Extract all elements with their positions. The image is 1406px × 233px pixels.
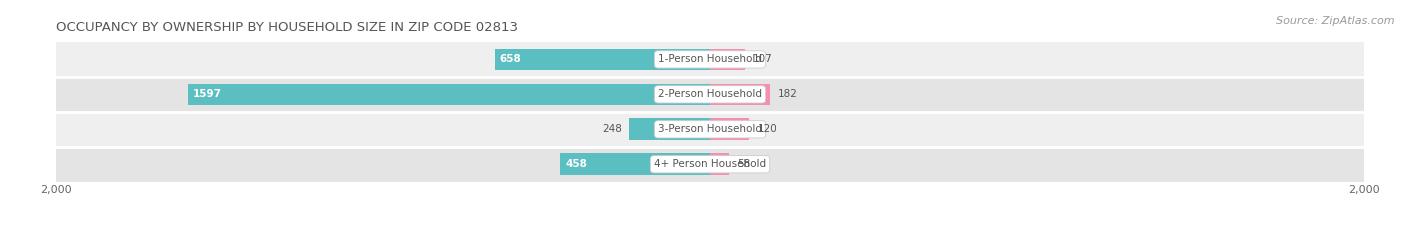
Text: 120: 120 — [758, 124, 778, 134]
Bar — [710, 118, 749, 140]
Bar — [56, 147, 1364, 182]
Bar — [495, 49, 710, 70]
Text: 458: 458 — [565, 159, 588, 169]
Bar — [56, 112, 1364, 147]
Text: 4+ Person Household: 4+ Person Household — [654, 159, 766, 169]
Text: 248: 248 — [603, 124, 623, 134]
Text: OCCUPANCY BY OWNERSHIP BY HOUSEHOLD SIZE IN ZIP CODE 02813: OCCUPANCY BY OWNERSHIP BY HOUSEHOLD SIZE… — [56, 21, 519, 34]
Text: 58: 58 — [737, 159, 751, 169]
Bar — [56, 42, 1364, 77]
Bar — [56, 77, 1364, 112]
Text: 3-Person Household: 3-Person Household — [658, 124, 762, 134]
Bar — [561, 153, 710, 175]
Text: 1597: 1597 — [193, 89, 222, 99]
Bar — [710, 83, 769, 105]
Text: 1-Person Household: 1-Person Household — [658, 55, 762, 64]
Text: 658: 658 — [501, 55, 522, 64]
Text: 107: 107 — [754, 55, 773, 64]
Text: Source: ZipAtlas.com: Source: ZipAtlas.com — [1277, 16, 1395, 26]
Text: 2-Person Household: 2-Person Household — [658, 89, 762, 99]
Bar — [710, 49, 745, 70]
Bar — [628, 118, 710, 140]
Bar — [188, 83, 710, 105]
Text: 182: 182 — [778, 89, 797, 99]
Bar — [710, 153, 728, 175]
